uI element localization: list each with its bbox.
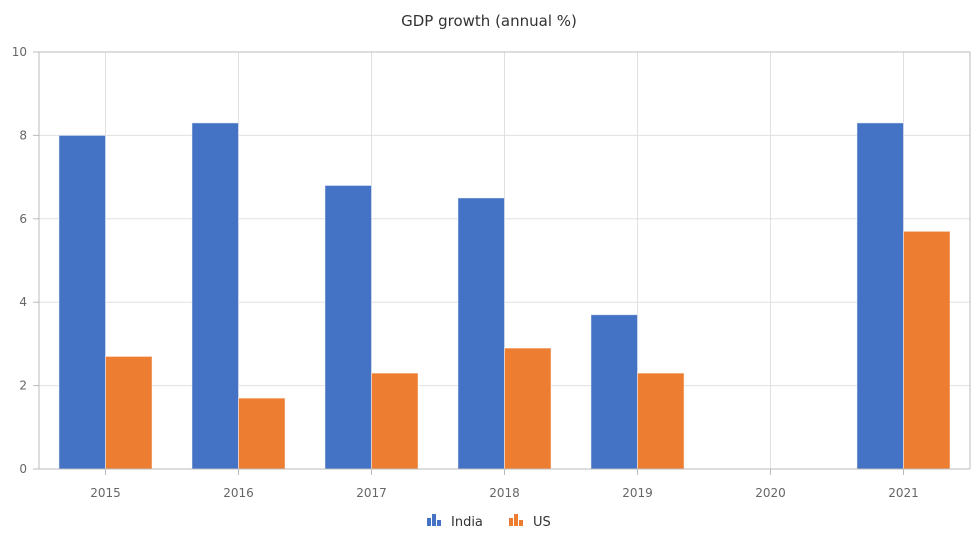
legend-icon-bar	[427, 518, 431, 526]
axes	[33, 51, 971, 475]
legend-icon-bar	[509, 518, 513, 526]
y-tick-label: 6	[19, 212, 27, 226]
bar-us-2018	[504, 347, 552, 470]
bar-us-2016	[238, 397, 286, 470]
y-tick-label: 8	[19, 128, 27, 142]
bar-us-2021	[903, 230, 951, 470]
bar-us-2019	[637, 372, 685, 470]
y-tick-label: 10	[12, 45, 27, 59]
bar-chart-icon	[509, 514, 523, 526]
bar-us-2015	[105, 355, 153, 470]
y-tick-label: 0	[19, 462, 27, 476]
bar-india-2017	[324, 184, 373, 470]
legend: India US	[427, 514, 551, 530]
bar-india-2018	[457, 197, 506, 470]
legend-icon-bar	[519, 520, 523, 526]
tick-labels: 0 2 4 6 8 10 2015 2016 2017 2018 2019 2020 2021	[12, 45, 919, 500]
y-tick-label: 4	[19, 295, 27, 309]
bar-india-2021	[856, 122, 905, 470]
x-tick-label: 2019	[622, 486, 653, 500]
legend-icon-bar	[437, 520, 441, 526]
bar-india-2019	[590, 314, 639, 470]
bars	[58, 122, 951, 470]
bar-us-2017	[371, 372, 419, 470]
chart-title: GDP growth (annual %)	[401, 12, 577, 30]
legend-icon-bar	[432, 514, 436, 526]
x-tick-label: 2016	[223, 486, 254, 500]
x-tick-label: 2017	[356, 486, 387, 500]
legend-label: US	[533, 515, 551, 530]
bar-india-2015	[58, 134, 106, 470]
x-tick-label: 2021	[888, 486, 919, 500]
bar-chart-icon	[427, 514, 441, 526]
legend-item-us: US	[509, 514, 551, 530]
x-tick-label: 2020	[755, 486, 786, 500]
bar-india-2016	[191, 122, 239, 470]
legend-icon-bar	[514, 514, 518, 526]
x-tick-label: 2015	[90, 486, 121, 500]
x-tick-label: 2018	[489, 486, 520, 500]
legend-item-india: India	[427, 514, 483, 530]
y-tick-label: 2	[19, 379, 27, 393]
legend-label: India	[451, 515, 483, 530]
